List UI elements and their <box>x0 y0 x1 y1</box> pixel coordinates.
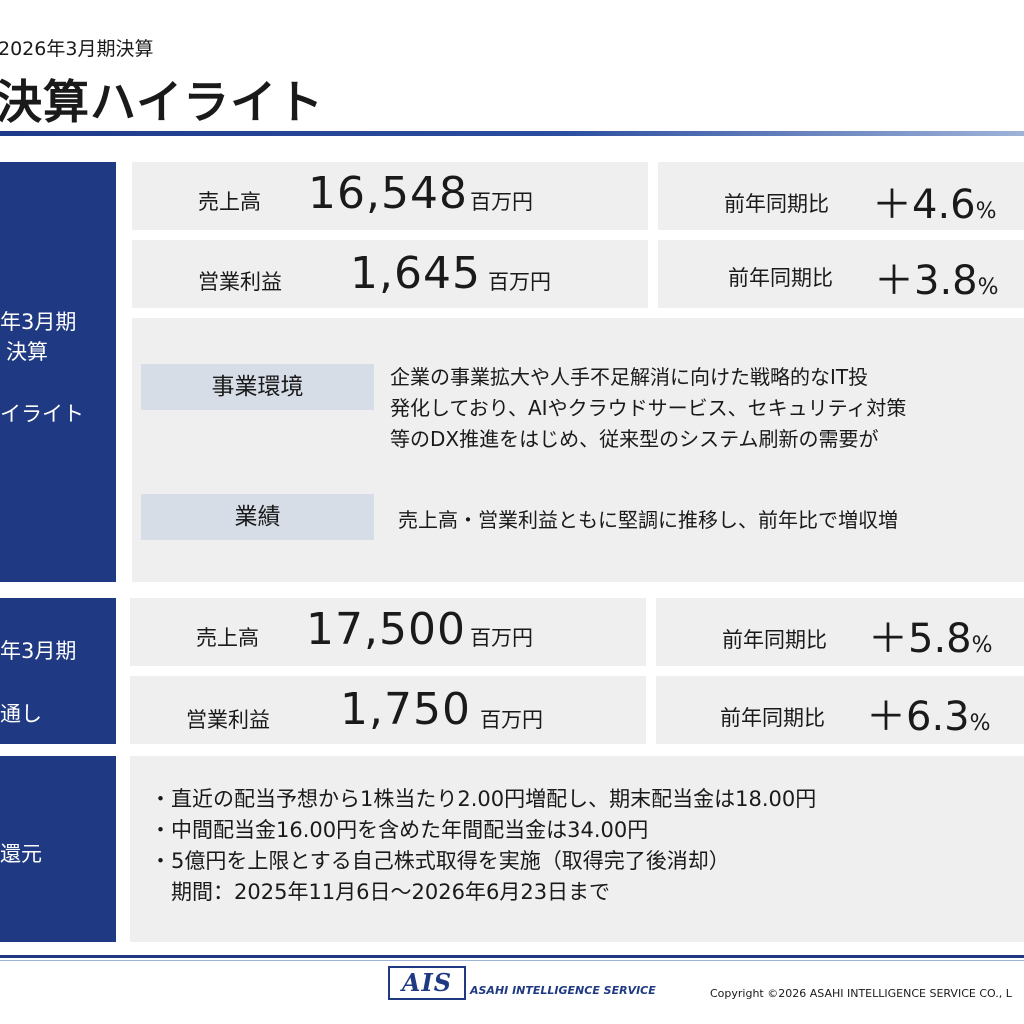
sales-label: 売上高 <box>198 190 261 214</box>
business-environment-chip: 事業環境 <box>141 364 374 410</box>
forecast-op-value: 1,750 <box>340 684 471 735</box>
copyright-text: Copyright ©2026 ASAHI INTELLIGENCE SERVI… <box>710 987 1012 1000</box>
forecast-sales-yoy-value: ＋5.8% <box>868 616 993 662</box>
return-side-label: 還元 <box>0 756 116 942</box>
fy2026-op-cell: 営業利益 1,645 百万円 <box>132 240 648 308</box>
fy2026-side-line2: 決算 <box>6 340 48 364</box>
fy2026-side-line3: イライト <box>0 402 84 426</box>
sales-unit: 百万円 <box>470 190 533 214</box>
fy2027-sales-yoy-cell: 前年同期比 ＋5.8% <box>656 598 1024 666</box>
op-label: 営業利益 <box>198 270 282 294</box>
forecast-sales-yoy-label: 前年同期比 <box>722 628 827 652</box>
op-yoy-value: ＋3.8% <box>874 258 999 304</box>
fy2027-op-yoy-cell: 前年同期比 ＋6.3% <box>656 676 1024 744</box>
op-unit: 百万円 <box>488 270 551 294</box>
business-environment-text: 企業の事業拡大や人手不足解消に向けた戦略的なIT投 発化しており、AIやクラウド… <box>390 365 907 451</box>
return-cell <box>130 756 1024 942</box>
page-subtitle: 2026年3月期決算 <box>0 38 154 60</box>
op-value: 1,645 <box>350 248 481 299</box>
forecast-sales-label: 売上高 <box>196 626 259 650</box>
fy2027-side-line1: 年3月期 <box>0 639 77 663</box>
footer-line <box>0 955 1024 958</box>
performance-text: 売上高・営業利益ともに堅調に推移し、前年比で増収増 <box>398 508 898 532</box>
fy2026-sales-yoy-cell: 前年同期比 ＋4.6% <box>658 162 1024 230</box>
logo-mark: AIS <box>388 966 466 1000</box>
footer-line-accent <box>0 960 1024 961</box>
return-text: ・直近の配当予想から1株当たり2.00円増配し、期末配当金は18.00円 ・中間… <box>150 787 817 904</box>
fy2027-side-line2: 通し <box>0 702 42 726</box>
fy2027-sales-cell: 売上高 17,500 百万円 <box>130 598 646 666</box>
fy2026-sales-cell: 売上高 16,548 百万円 <box>132 162 648 230</box>
fy2026-side-line1: 年3月期 <box>0 310 77 334</box>
forecast-sales-unit: 百万円 <box>470 626 533 650</box>
fy2026-side-label: 年3月期 決算 イライト <box>0 162 116 582</box>
return-side-text: 還元 <box>0 842 42 866</box>
title-underline <box>0 131 1024 136</box>
forecast-op-label: 営業利益 <box>186 708 270 732</box>
forecast-sales-value: 17,500 <box>306 604 466 655</box>
logo-company-name: ASAHI INTELLIGENCE SERVICE <box>470 984 656 997</box>
fy2027-op-cell: 営業利益 1,750 百万円 <box>130 676 646 744</box>
page-title: 決算ハイライト <box>0 75 325 129</box>
sales-yoy-value: ＋4.6% <box>872 182 997 228</box>
sales-yoy-label: 前年同期比 <box>724 192 829 216</box>
forecast-op-unit: 百万円 <box>480 708 543 732</box>
forecast-op-yoy-label: 前年同期比 <box>720 706 825 730</box>
fy2026-op-yoy-cell: 前年同期比 ＋3.8% <box>658 240 1024 308</box>
forecast-op-yoy-value: ＋6.3% <box>866 694 991 740</box>
performance-chip: 業績 <box>141 494 374 540</box>
fy2027-side-label: 年3月期 通し <box>0 598 116 744</box>
op-yoy-label: 前年同期比 <box>728 266 833 290</box>
sales-value: 16,548 <box>308 168 468 219</box>
